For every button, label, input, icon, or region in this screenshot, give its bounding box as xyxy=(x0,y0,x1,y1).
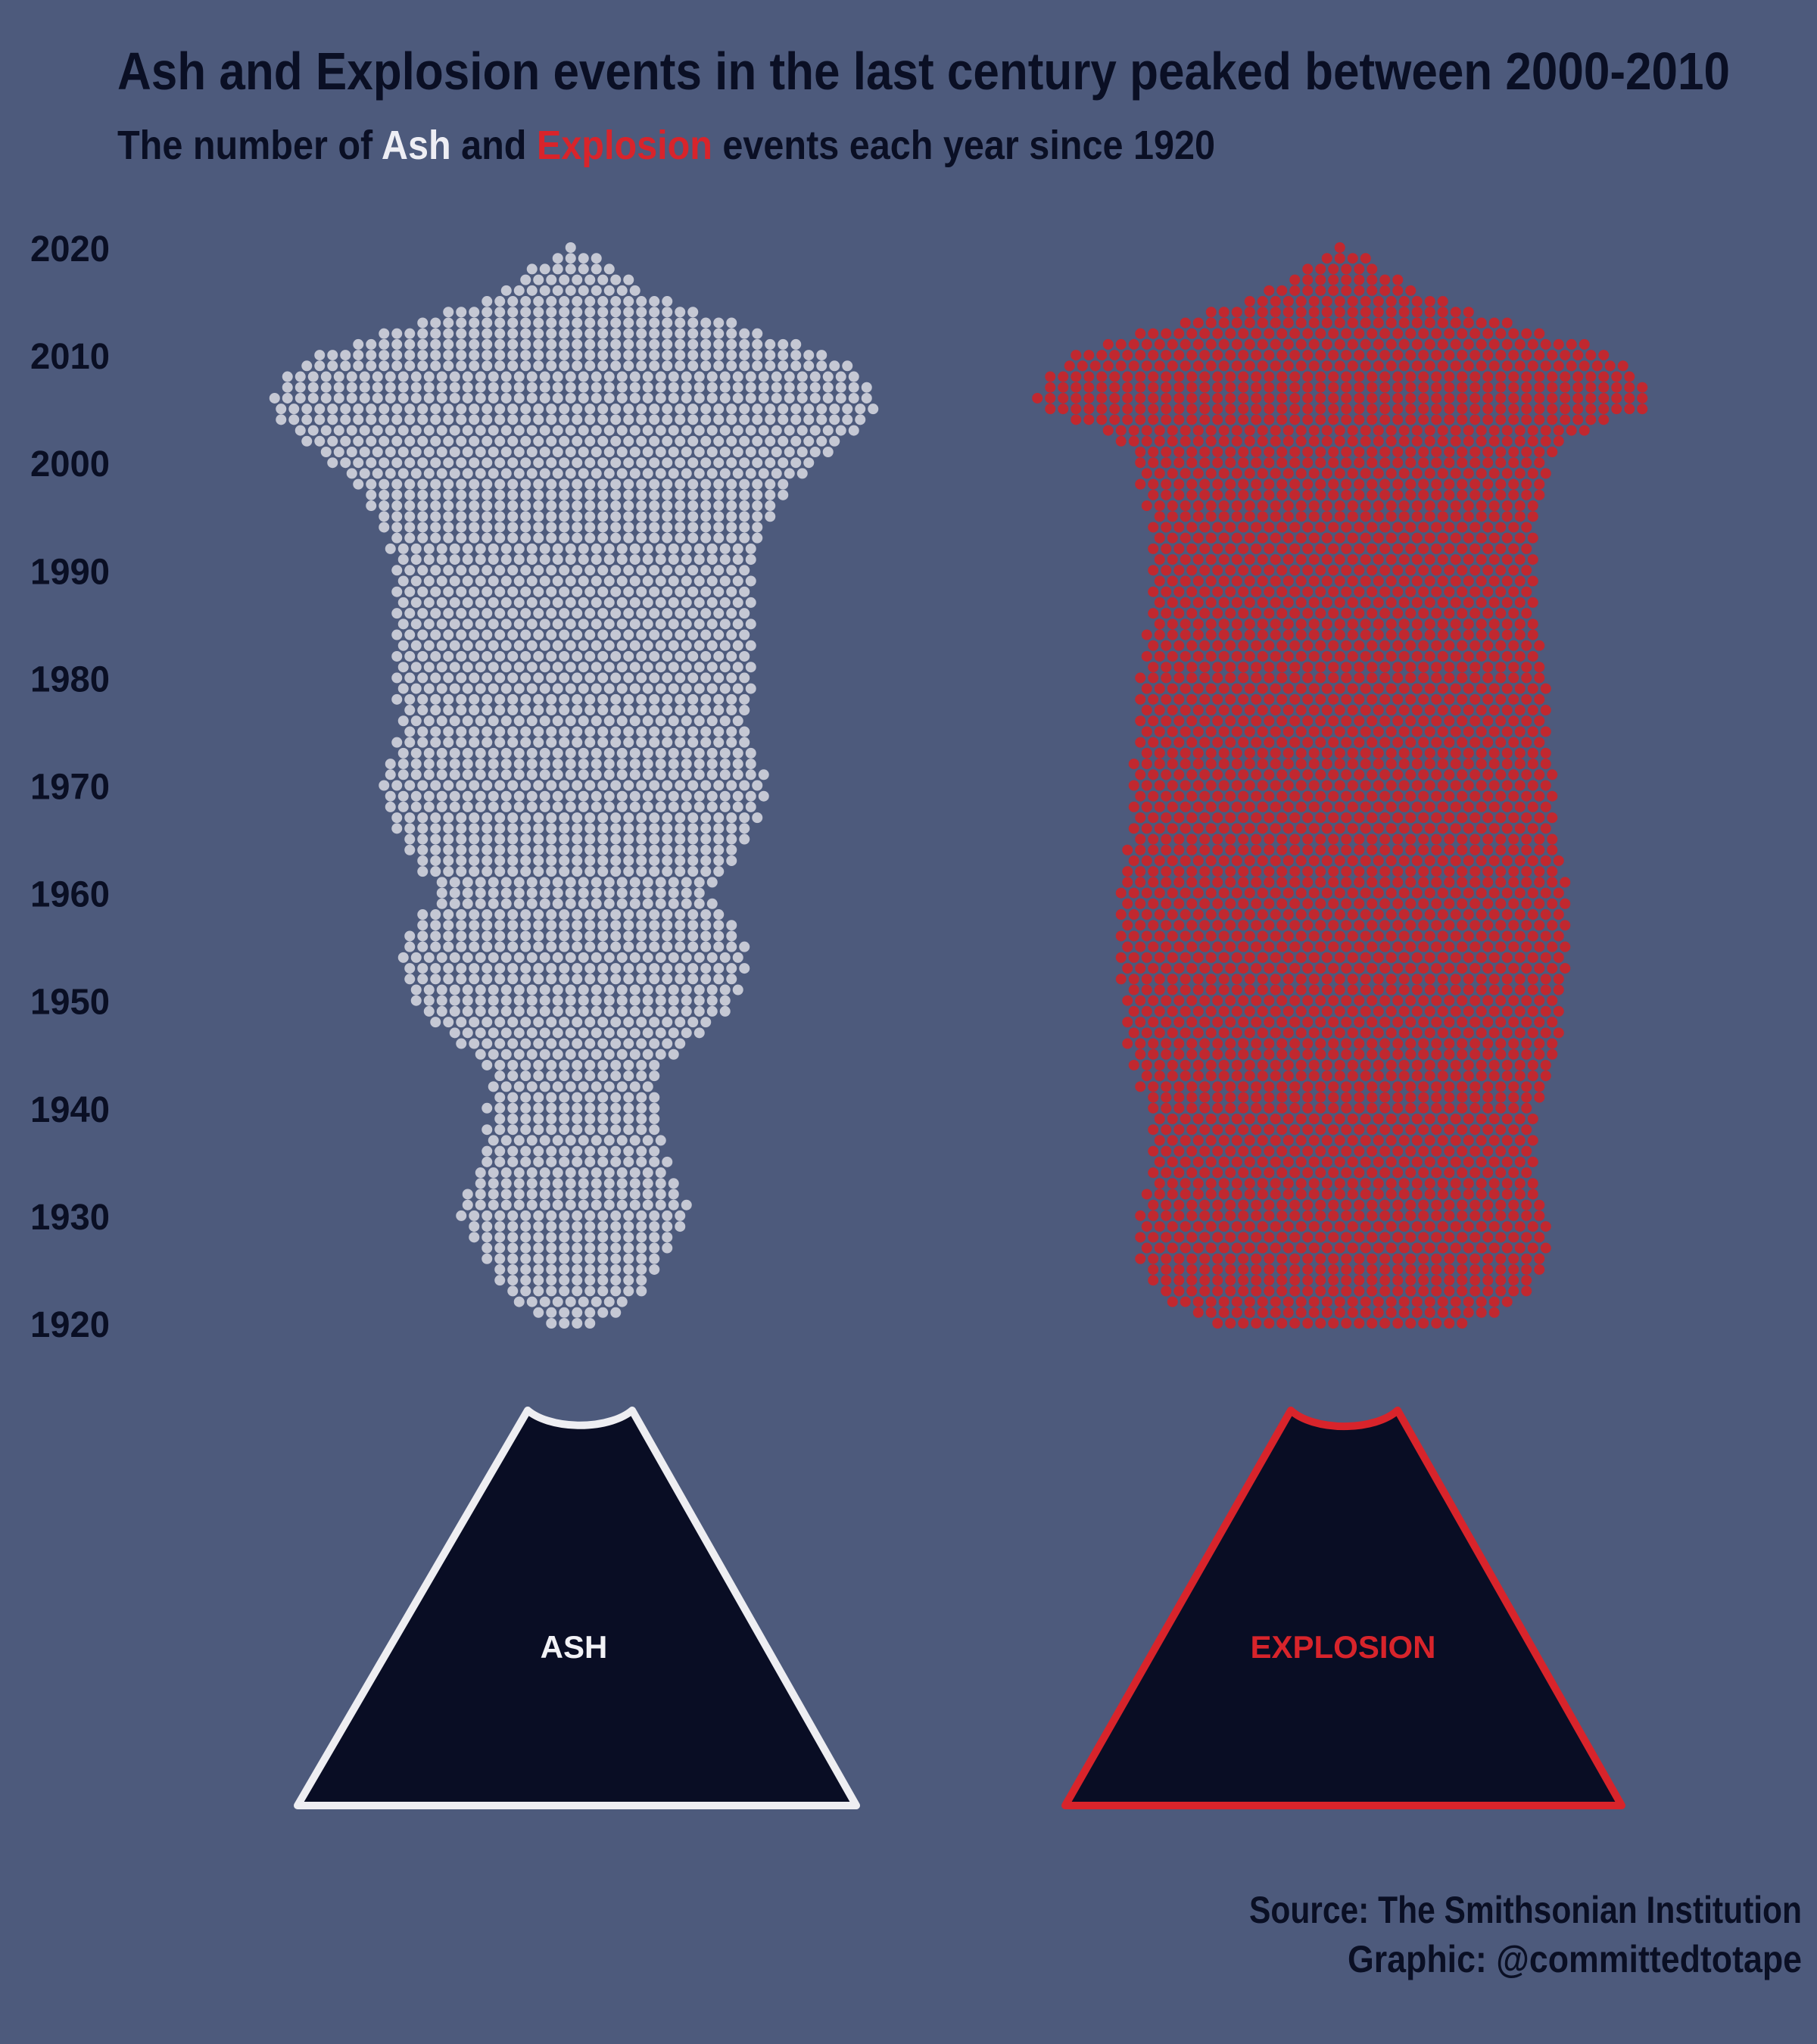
volcano xyxy=(1061,1407,1625,1809)
source: Source: The Smithsonian Institution xyxy=(1249,1889,1802,1931)
y-tick-label: 2020 xyxy=(30,229,110,270)
subtitle-part: Ash xyxy=(382,123,451,168)
y-tick-label: 1930 xyxy=(30,1198,110,1238)
series xyxy=(1032,242,1648,1329)
subtitle-part: events each year since 1920 xyxy=(712,123,1215,168)
chart-subtitle: The number of Ash and Explosion events e… xyxy=(117,123,1215,168)
volcano-ash xyxy=(294,1407,860,1809)
y-tick-label: 1980 xyxy=(30,659,110,700)
y-tick-label: 1920 xyxy=(30,1305,110,1345)
y-tick-label: 1960 xyxy=(30,875,110,915)
volcano-explosion xyxy=(1061,1407,1625,1809)
y-tick-label: 2000 xyxy=(30,444,110,485)
legend-label: ASH xyxy=(541,1629,608,1665)
y-tick-label: 1950 xyxy=(30,983,110,1023)
volcano xyxy=(294,1407,860,1809)
subtitle-part: Explosion xyxy=(537,123,712,168)
chart-title: Ash and Explosion events in the last cen… xyxy=(117,42,1730,101)
y-tick-label: 1970 xyxy=(30,768,110,808)
legend-label: EXPLOSION xyxy=(1250,1629,1435,1665)
y-tick-label: 1940 xyxy=(30,1090,110,1130)
series xyxy=(269,242,879,1329)
credit: Graphic: @committedtotape xyxy=(1348,1938,1802,1980)
y-tick-label: 1990 xyxy=(30,552,110,592)
y-tick-label: 2010 xyxy=(30,337,110,377)
subtitle-part: and xyxy=(451,123,537,168)
subtitle-part: The number of xyxy=(117,123,382,168)
